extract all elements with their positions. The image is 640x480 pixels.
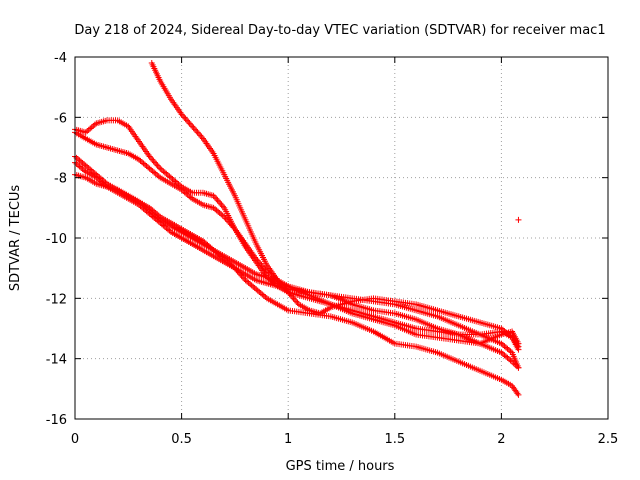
data-point [187,121,194,128]
data-point [515,364,522,371]
data-point [155,164,162,171]
data-point [213,195,220,202]
data-point [197,132,204,139]
x-tick-label: 2.5 [598,432,619,447]
y-tick-label: -8 [54,172,67,187]
data-point [291,296,298,303]
data-point [515,216,522,223]
data-point [191,126,198,133]
data-point [154,162,161,169]
data-point [217,200,224,207]
x-tick-label: 2 [497,432,505,447]
data-point [149,156,156,163]
x-axis-label: GPS time / hours [286,459,395,474]
grid-lines [75,57,608,419]
data-point [293,298,300,305]
y-tick-label: -14 [46,353,67,368]
data-point [215,198,222,205]
x-tick-label: 1.5 [384,432,405,447]
y-tick-labels: -4 -6 -8 -10 -12 -14 -16 [46,51,67,428]
data-point [182,115,189,122]
data-point [515,391,522,398]
data-point [214,197,221,204]
data-point [186,120,193,127]
x-tick-label: 0 [71,432,79,447]
data-point [185,118,192,125]
data-point [195,130,202,137]
data-marks [72,60,522,398]
data-point [183,117,190,124]
x-tick-labels: 0 0.5 1 1.5 2 2.5 [71,432,618,447]
y-tick-label: -4 [54,51,67,66]
chart-title: Day 218 of 2024, Sidereal Day-to-day VTE… [74,23,605,38]
data-point [190,124,197,131]
y-tick-label: -12 [46,292,67,307]
data-point [515,343,522,350]
axis-ticks [74,56,609,420]
data-point [218,201,225,208]
plot-frame [74,56,609,420]
data-point [153,161,160,168]
data-point [194,129,201,136]
data-point [193,127,200,134]
y-tick-label: -6 [54,111,67,126]
data-point [150,158,157,165]
x-tick-label: 1 [284,432,292,447]
y-axis-label: SDTVAR / TECUs [8,185,23,292]
y-tick-label: -16 [46,413,67,428]
y-tick-label: -10 [46,232,67,247]
data-point [151,159,158,166]
data-point [189,123,196,130]
data-point [181,114,188,121]
x-tick-label: 0.5 [171,432,192,447]
